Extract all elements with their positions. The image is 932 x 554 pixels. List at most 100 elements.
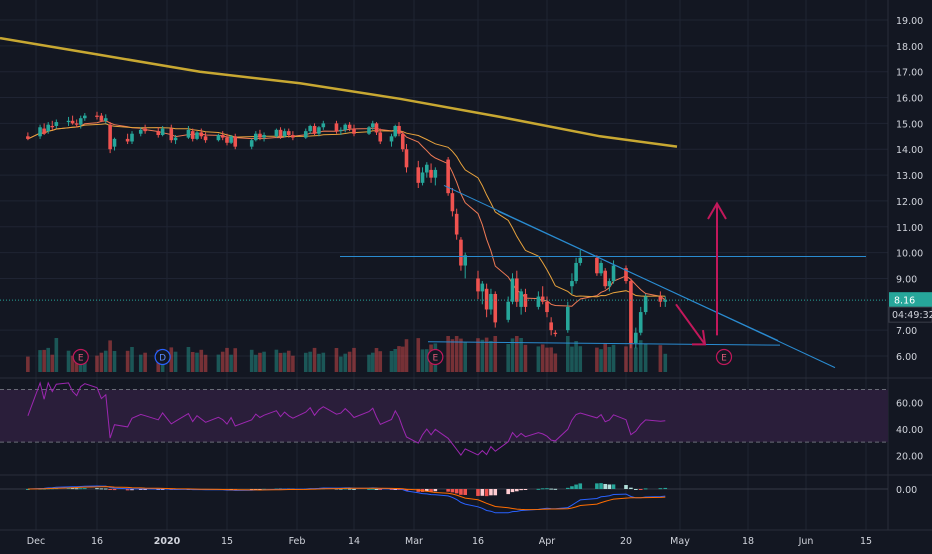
- volume-bar: [599, 349, 603, 372]
- macd-histogram-bar: [545, 488, 549, 490]
- volume-bar: [510, 338, 515, 372]
- candle-body: [574, 262, 578, 282]
- volume-bar: [42, 349, 46, 372]
- candle-body: [595, 257, 599, 274]
- macd-histogram-bar: [484, 489, 489, 497]
- macd-histogram-bar: [611, 484, 616, 489]
- trend-drawings[interactable]: [0, 184, 888, 369]
- macd-histogram-bar: [433, 489, 438, 492]
- price-axis: 19.00 18.00 17.00 16.00 15.00 14.00 13.00 12.00…: [888, 16, 932, 496]
- candle-body: [433, 169, 438, 178]
- macd-histogram-bar: [450, 489, 455, 493]
- macd-histogram-bar: [26, 489, 30, 490]
- volume-bar: [463, 342, 467, 372]
- macd-histogram-bar: [454, 489, 459, 494]
- candle-body: [38, 127, 42, 137]
- candle-body: [416, 167, 421, 183]
- macd-histogram-bar: [658, 488, 663, 490]
- macd-histogram-bar: [160, 489, 165, 490]
- volume-bar: [312, 347, 317, 372]
- candle-body: [54, 122, 59, 126]
- volume-bar: [545, 347, 549, 372]
- candle-body: [95, 115, 99, 117]
- candle-body: [634, 332, 638, 344]
- volume-bar: [347, 351, 352, 372]
- volume-bar: [95, 355, 99, 372]
- volume-bar: [334, 348, 339, 372]
- rsi-tick-label: 40.00: [896, 425, 923, 436]
- macd-histogram-bar: [130, 489, 134, 491]
- candle-body: [229, 136, 233, 143]
- macd-histogram-bar: [553, 488, 558, 490]
- volume-bar: [254, 354, 258, 372]
- event-marker-label: D: [159, 354, 166, 364]
- volume-bar: [186, 347, 191, 372]
- volume-bar: [416, 338, 421, 372]
- volume-bar: [343, 353, 348, 372]
- macd-histogram-bar: [404, 489, 409, 491]
- candle-body: [70, 120, 75, 124]
- candle-body: [389, 136, 394, 142]
- candle-body: [607, 281, 612, 287]
- candle-body: [66, 120, 71, 123]
- candle-body: [643, 296, 648, 313]
- volume-bar: [506, 344, 510, 372]
- price-tick-label: 11.00: [896, 223, 923, 234]
- macd-histogram-bar: [643, 488, 648, 490]
- candle-body: [549, 322, 553, 331]
- volume-bar: [108, 340, 112, 372]
- candle-body: [393, 125, 398, 137]
- candle-body: [663, 300, 668, 302]
- volume-bar: [308, 351, 312, 372]
- macd-histogram-bar: [638, 489, 643, 490]
- price-tick-label: 12.00: [896, 197, 923, 208]
- macd-histogram-bar: [393, 489, 398, 490]
- candle-body: [334, 123, 339, 132]
- volume-bar: [317, 353, 321, 372]
- macd-histogram-bar: [125, 489, 130, 491]
- volume-bar: [99, 352, 104, 372]
- candle-body: [321, 123, 326, 128]
- candle-body: [603, 270, 608, 287]
- candle-body: [143, 128, 147, 132]
- macd-histogram-bar: [425, 489, 429, 492]
- candle-body: [339, 129, 343, 132]
- time-tick-label: 15: [860, 536, 872, 547]
- macd-histogram-bar: [339, 488, 343, 490]
- macd-histogram-bar: [70, 488, 75, 490]
- volume-bar: [404, 339, 409, 372]
- candle-body: [425, 164, 429, 173]
- candle-body: [216, 135, 221, 141]
- volume-bar: [220, 351, 225, 372]
- candle-body: [370, 123, 375, 128]
- candle-body: [570, 281, 574, 287]
- volume-bar: [603, 343, 608, 372]
- price-tick-label: 10.00: [896, 249, 923, 260]
- macd-histogram-bar: [489, 489, 493, 496]
- candle-body: [291, 135, 295, 138]
- volume-bar: [258, 352, 262, 372]
- macd-histogram-bar: [397, 489, 401, 490]
- macd-histogram-bar: [480, 489, 485, 496]
- dividend-marker: [154, 348, 171, 366]
- macd-histogram-bar: [540, 488, 545, 490]
- candle-body: [578, 257, 583, 263]
- candle-body: [138, 129, 143, 134]
- candle-body: [130, 133, 134, 142]
- volume-bar: [624, 346, 628, 372]
- candle-body: [519, 291, 523, 307]
- macd-histogram-bar: [367, 488, 371, 490]
- volume-bar: [634, 347, 638, 372]
- macd-histogram-bar: [570, 486, 574, 489]
- time-tick-label: 20: [620, 536, 632, 547]
- macd-histogram-bar: [624, 485, 628, 489]
- down-arrow-head: [692, 330, 707, 346]
- candle-body: [565, 306, 570, 331]
- macd-histogram-bar: [99, 488, 104, 490]
- price-tick-label: 14.00: [896, 145, 923, 156]
- rsi-indicator: [0, 381, 888, 456]
- candle-body: [303, 131, 308, 138]
